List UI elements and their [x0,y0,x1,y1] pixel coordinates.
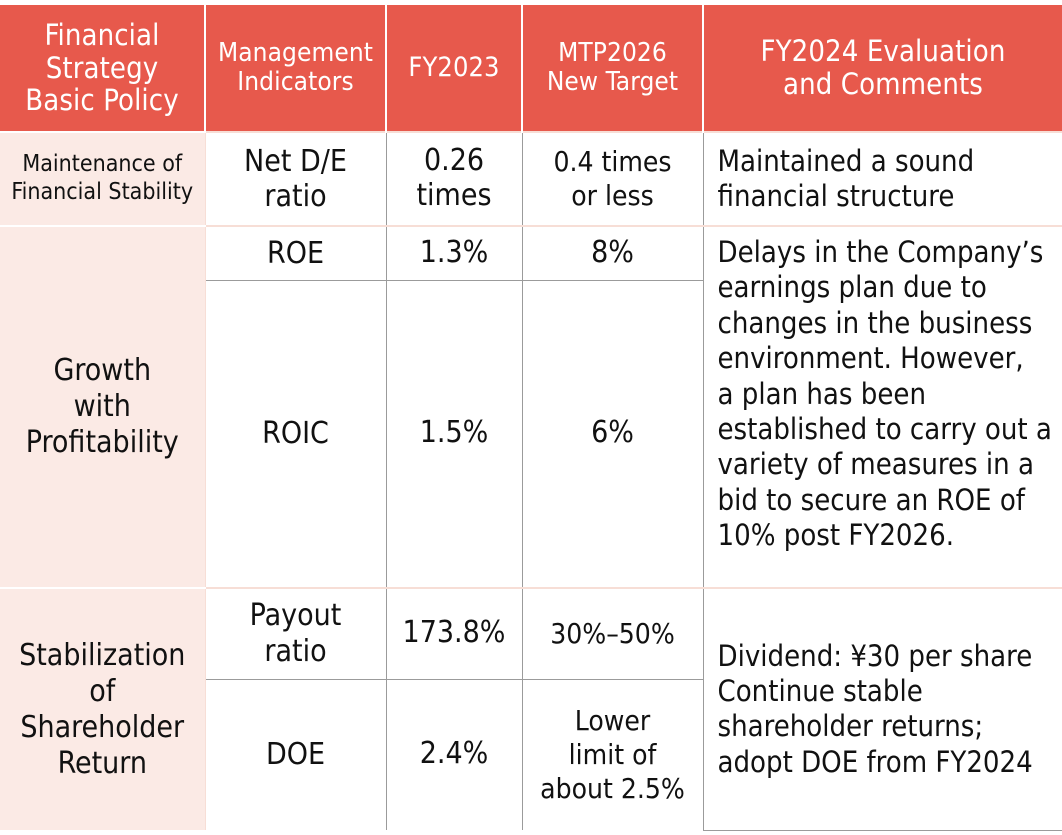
header-line: FY2023 [408,52,500,84]
fy2023-value-payout-ratio: 173.8% [386,587,523,680]
value-line: 1.3% [419,234,489,270]
comment-line: financial structure [717,179,955,213]
target-value-net-de-ratio: 0.4 times or less [522,131,704,227]
header-line: FY2024 Evaluation [760,34,1006,69]
policy-cell-stabilization-of-shareholder-return: Stabilization of Shareholder Return [0,587,206,830]
indicator-cell-payout-ratio: Payout ratio [205,587,387,680]
value-line: 1.5% [419,415,489,451]
comment-line: Continue stable [717,673,923,708]
comment-line: 10% post FY2026. [717,518,955,552]
target-value-roic: 6% [522,280,704,589]
value-line: 30%–50% [550,616,675,650]
comment-line: established to carry out a [717,411,1052,446]
header-line: MTP2026 [558,37,667,68]
fy2023-value-roe: 1.3% [386,225,523,281]
table-row: Stabilization of Shareholder Return Payo… [0,587,1062,831]
indicator-line: DOE [265,737,326,773]
header-line: and Comments [782,67,983,101]
fy2023-value-roic: 1.5% [386,280,523,589]
column-header-mtp2026-new-target: MTP2026 New Target [522,5,704,132]
indicator-line: ROIC [262,416,329,452]
table-row: Growth with Profitability ROE 1.3% 8% De… [0,225,1062,589]
comment-line: earnings plan due to [717,270,987,305]
indicator-line: ratio [264,633,327,669]
value-line: 8% [591,234,634,270]
policy-line: Stabilization [19,637,186,673]
indicator-line: ROE [266,235,325,271]
policy-cell-maintenance-of-financial-stability: Maintenance of Financial Stability [0,131,206,226]
policy-line: Financial Stability [11,179,194,205]
comment-line: Dividend: ¥30 per share [717,638,1033,673]
table-header: Financial Strategy Basic Policy Manageme… [0,5,1062,132]
indicator-line: ratio [264,179,327,214]
comment-line: environment. However, [717,341,1024,376]
value-line: 6% [591,415,634,451]
value-line: or less [571,179,654,212]
column-header-fy2023: FY2023 [386,5,523,132]
comment-cell-financial-stability: Maintained a sound financial structure [703,131,1062,227]
indicator-line: Net D/E [244,143,347,179]
indicator-cell-roic: ROIC [205,280,387,589]
header-line: Management [217,37,374,68]
header-line: Strategy [45,50,159,85]
target-value-payout-ratio: 30%–50% [522,587,704,680]
comment-line: variety of measures in a [717,447,1034,482]
policy-line: Shareholder [20,709,185,745]
header-line: Financial [44,17,160,52]
column-header-fy2024-evaluation-and-comments: FY2024 Evaluation and Comments [703,5,1062,132]
value-line: Lower [574,704,651,738]
comment-line: bid to secure an ROE of [717,482,1025,517]
column-header-management-indicators: Management Indicators [205,5,387,132]
fy2023-value-doe: 2.4% [386,679,523,830]
comment-line: Delays in the Company’s [717,235,1044,269]
policy-line: with [73,389,131,424]
indicator-cell-doe: DOE [205,679,387,830]
policy-line: Return [57,745,147,781]
indicator-cell-roe: ROE [205,225,387,281]
indicator-line: Payout [249,598,342,634]
fy2023-value-net-de-ratio: 0.26 times [386,131,523,227]
table-body: Maintenance of Financial Stability Net D… [0,131,1062,831]
comment-line: shareholder returns; [717,709,984,744]
indicator-cell-net-de-ratio: Net D/E ratio [205,131,387,227]
policy-line: of [89,673,116,709]
policy-line: Profitability [25,425,179,460]
value-line: 0.4 times [553,145,672,179]
value-line: 0.26 [423,143,485,179]
comment-cell-growth-with-profitability: Delays in the Company’s earnings plan du… [703,225,1062,589]
policy-line: Growth [53,353,152,388]
header-line: Basic Policy [25,83,179,118]
financial-strategy-table: Financial Strategy Basic Policy Manageme… [0,5,1062,831]
header-line: New Target [546,67,679,97]
header-row: Financial Strategy Basic Policy Manageme… [0,5,1062,132]
value-line: times [416,178,492,213]
value-line: about 2.5% [540,771,685,805]
target-value-roe: 8% [522,225,704,281]
policy-cell-growth-with-profitability: Growth with Profitability [0,225,206,588]
value-line: limit of [568,737,657,771]
target-value-doe: Lower limit of about 2.5% [522,679,704,830]
comment-line: adopt DOE from FY2024 [717,744,1033,779]
value-line: 2.4% [419,736,489,772]
comment-cell-shareholder-return: Dividend: ¥30 per share Continue stable … [703,587,1062,831]
comment-line: a plan has been [717,376,927,411]
policy-line: Maintenance of [22,151,183,178]
header-line: Indicators [237,67,354,97]
value-line: 173.8% [402,615,506,651]
comment-line: changes in the business [717,305,1033,340]
table-row: Maintenance of Financial Stability Net D… [0,131,1062,227]
table-row: DOE 2.4% Lower limit of about 2.5% [0,679,1062,830]
column-header-financial-strategy-basic-policy: Financial Strategy Basic Policy [0,5,206,132]
comment-line: Maintained a sound [717,143,975,178]
